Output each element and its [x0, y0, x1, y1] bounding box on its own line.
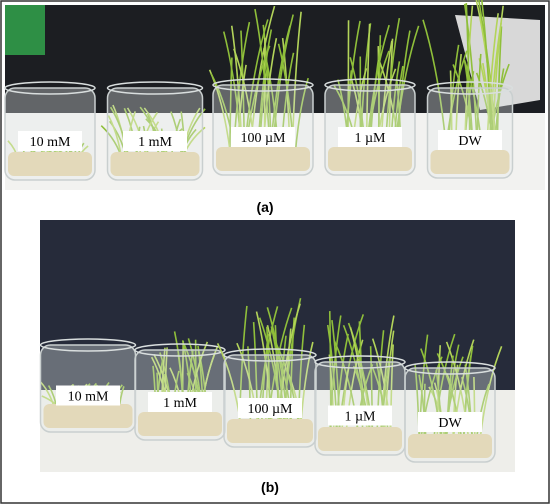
media [110, 152, 200, 176]
media [318, 427, 402, 451]
rim [223, 348, 317, 362]
media [216, 147, 310, 171]
media [408, 434, 492, 458]
seedling-pot: 10 mM [4, 81, 96, 181]
seedling-pot: DW [404, 333, 503, 463]
pot-label: DW [438, 416, 462, 431]
seedling-pot: 100 µM [208, 5, 314, 176]
media [430, 150, 510, 174]
seedling-pot: 100 µM [216, 298, 317, 448]
caption-a: (a) [256, 199, 273, 215]
rim [212, 78, 314, 92]
pot-label: 1 mM [138, 135, 172, 150]
seedling-pot: DW [422, 0, 514, 179]
label-bg [328, 405, 392, 426]
pot-label: 100 µM [240, 131, 286, 146]
label-bg [148, 392, 212, 412]
label-bg [56, 385, 120, 406]
media [328, 147, 412, 171]
rim [4, 81, 96, 95]
seedling-pot: 1 mM [100, 81, 206, 181]
grass-blade [464, 364, 474, 443]
rim [39, 338, 137, 352]
label-bg [238, 398, 302, 418]
label-bg [123, 131, 187, 151]
caption-b: (b) [261, 479, 279, 495]
seedling-pot: 10 mM [39, 338, 137, 433]
seedling-pot: 1 µM [314, 311, 406, 456]
pot-label: 1 mM [163, 396, 197, 411]
pot-label: DW [458, 134, 482, 149]
grass-blade [229, 57, 233, 156]
media [138, 412, 222, 436]
pot-label: 10 mM [30, 135, 71, 150]
label-bg [438, 130, 502, 150]
rim [426, 81, 514, 95]
seedling-pot: 1 µM [324, 17, 420, 176]
green-object [5, 5, 45, 55]
rim [106, 81, 204, 95]
label-bg [418, 412, 482, 432]
media [8, 152, 92, 176]
rim [314, 355, 406, 369]
label-bg [338, 127, 402, 147]
grass-blade [414, 365, 421, 443]
pot-label: 100 µM [247, 402, 293, 417]
photo-b: 10 mM 1 mM 100 µM 1 µM DW [39, 220, 515, 472]
photo-a: 10 mM 1 mM 100 µM 1 µM DW [4, 0, 545, 190]
media [227, 419, 313, 443]
seedling-pot: 1 mM [134, 331, 226, 441]
media [43, 404, 133, 428]
label-bg [18, 131, 82, 151]
pot-label: 1 µM [354, 131, 386, 146]
grass-blade [294, 77, 309, 156]
pot-label: 10 mM [68, 390, 109, 405]
pot-label: 1 µM [344, 410, 376, 425]
rim [404, 361, 496, 375]
rim [324, 78, 416, 92]
rim [134, 343, 226, 357]
label-bg [231, 127, 295, 147]
